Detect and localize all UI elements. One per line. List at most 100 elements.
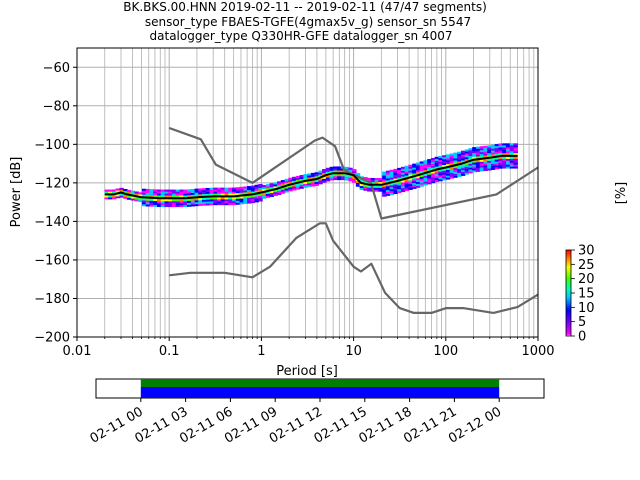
psd-cell — [352, 176, 357, 179]
psd-cell — [183, 203, 188, 206]
psd-cell — [404, 169, 410, 172]
psd-cell — [363, 186, 368, 189]
psd-cell — [232, 189, 237, 192]
psd-cell — [186, 198, 192, 201]
psd-cell — [397, 173, 402, 176]
psd-cell — [145, 198, 151, 201]
psd-cell — [457, 165, 462, 168]
psd-cell — [509, 162, 515, 165]
psd-cell — [490, 146, 496, 149]
psd-cell — [194, 192, 199, 195]
psd-cell — [382, 171, 387, 174]
psd-cell — [382, 190, 387, 193]
x-tick-label: 10 — [345, 344, 362, 359]
psd-cell — [502, 143, 507, 146]
psd-cell — [490, 158, 496, 161]
psd-cell — [487, 158, 492, 161]
psd-cell — [438, 161, 443, 164]
psd-cell — [483, 149, 488, 152]
psd-cell — [404, 186, 410, 190]
psd-cell — [171, 203, 177, 206]
psd-cell — [370, 179, 376, 183]
psd-cell — [430, 167, 436, 170]
psd-cell — [509, 166, 515, 169]
psd-cell — [509, 143, 515, 146]
psd-cell — [288, 181, 293, 184]
psd-cell — [374, 187, 380, 190]
psd-cell — [487, 162, 492, 165]
psd-cell — [156, 204, 162, 208]
psd-cell — [355, 184, 361, 187]
psd-cell — [198, 203, 203, 206]
psd-cell — [475, 162, 481, 165]
psd-cell — [284, 178, 289, 181]
psd-cell — [457, 167, 462, 170]
psd-cell — [217, 191, 222, 194]
psd-cell — [505, 160, 511, 163]
psd-cell — [468, 150, 473, 153]
psd-cell — [205, 197, 211, 200]
psd-cell — [228, 201, 233, 204]
psd-cell — [393, 178, 398, 181]
y-axis-label: Power [dB] — [9, 157, 24, 228]
psd-cell — [434, 178, 440, 181]
psd-cell — [220, 197, 226, 200]
psd-cell — [505, 152, 511, 156]
psd-cell — [374, 179, 380, 183]
psd-cell — [310, 172, 316, 175]
psd-cell — [509, 145, 515, 148]
psd-cell — [449, 168, 455, 171]
psd-cell — [472, 164, 477, 167]
psd-cell — [247, 195, 252, 198]
psd-cell — [318, 182, 323, 185]
psd-cell — [419, 161, 425, 164]
psd-cell — [389, 179, 395, 182]
psd-cell — [472, 154, 477, 157]
psd-cell — [400, 174, 406, 177]
psd-cell — [509, 158, 515, 161]
psd-cell — [370, 178, 376, 181]
psd-cell — [438, 179, 443, 182]
psd-cell — [442, 172, 447, 175]
psd-cell — [423, 167, 428, 171]
psd-cell — [513, 166, 518, 169]
psd-cell — [434, 164, 440, 167]
psd-cell — [400, 176, 406, 179]
psd-cell — [382, 188, 387, 191]
psd-cell — [490, 160, 496, 163]
psd-cell — [190, 188, 196, 192]
psd-cell — [438, 171, 443, 174]
psd-cell — [415, 162, 421, 165]
psd-cell — [487, 154, 492, 158]
psd-cell — [464, 162, 470, 166]
psd-cell — [442, 178, 447, 181]
psd-cell — [194, 188, 199, 191]
psd-cell — [333, 166, 338, 169]
psd-cell — [445, 175, 451, 178]
psd-cell — [247, 186, 252, 189]
psd-cell — [329, 178, 334, 181]
psd-cell — [479, 167, 485, 170]
psd-cell — [307, 175, 312, 178]
psd-cell — [412, 179, 417, 182]
psd-cell — [307, 177, 312, 180]
psd-cell — [239, 196, 244, 199]
psd-cell — [299, 186, 304, 189]
psd-cell — [472, 162, 477, 165]
psd-cell — [415, 172, 421, 175]
psd-cell — [389, 189, 395, 192]
psd-cell — [475, 156, 481, 159]
psd-cell — [209, 191, 214, 194]
psd-cell — [348, 179, 353, 182]
psd-cell — [363, 184, 368, 187]
psd-cell — [104, 197, 109, 200]
chart-title: BK.BKS.00.HNN 2019-02-11 -- 2019-02-11 (… — [123, 0, 487, 43]
psd-cell — [408, 172, 413, 175]
psd-cell — [367, 179, 372, 182]
psd-cell — [419, 176, 425, 179]
psd-cell — [363, 180, 368, 184]
psd-cell — [412, 167, 417, 170]
psd-cell — [186, 191, 192, 194]
psd-cell — [303, 183, 308, 186]
